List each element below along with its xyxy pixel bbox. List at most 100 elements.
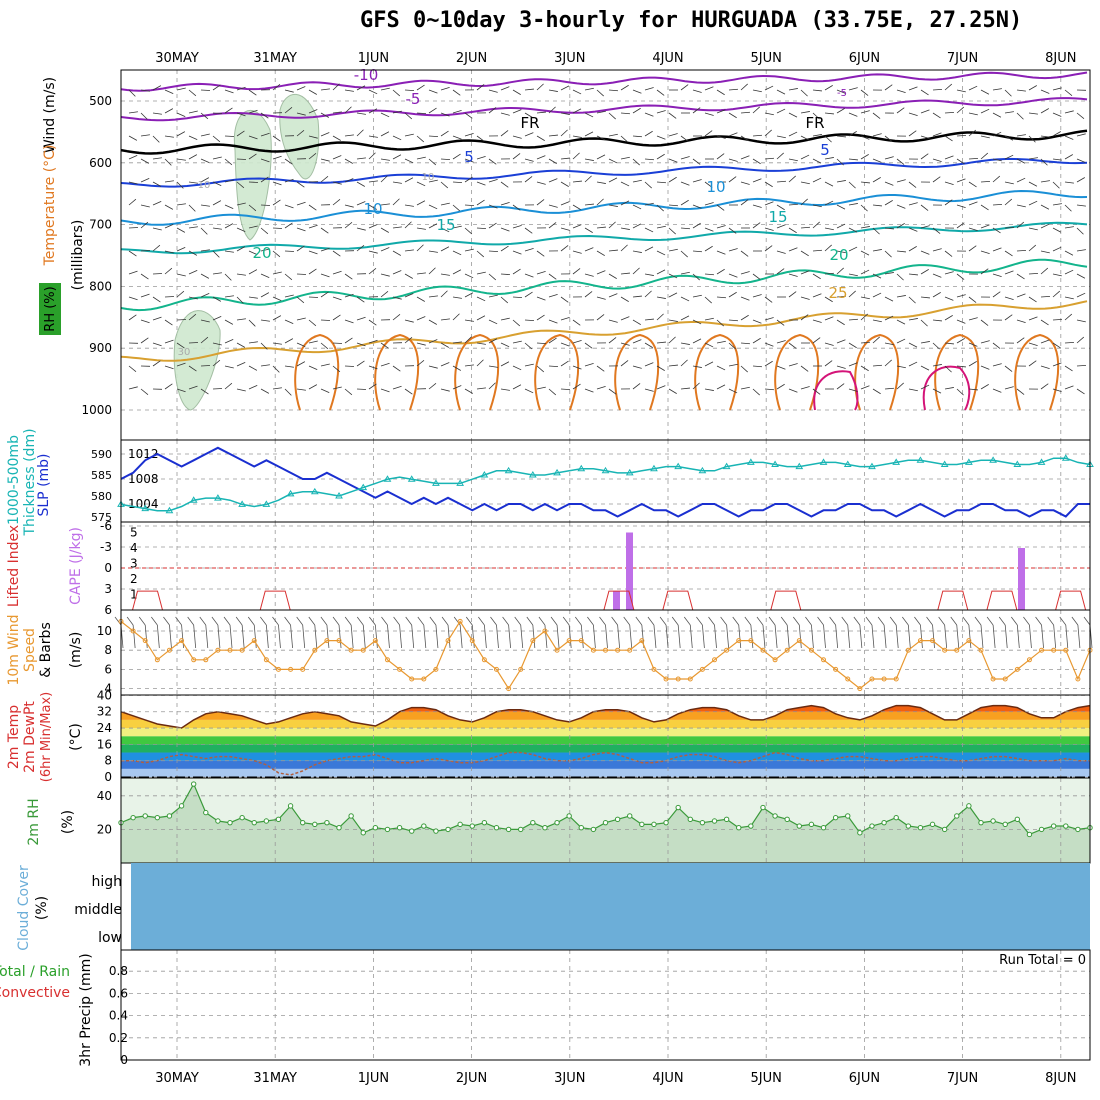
wind-barb	[212, 359, 221, 367]
wind-barb	[932, 319, 942, 322]
wind-barb	[452, 181, 463, 184]
y-tick: 600	[89, 156, 112, 170]
wind-barb	[805, 616, 812, 626]
wind10m-axis-label: & Barbs	[38, 622, 54, 678]
wind-speed-point	[966, 638, 972, 644]
rh2m-point	[154, 814, 161, 821]
rh2m-point	[178, 803, 185, 809]
wind-barb	[488, 89, 498, 93]
wind-barb	[608, 204, 618, 207]
thickness-point	[553, 468, 561, 476]
wind-barb	[824, 112, 834, 115]
wind-barb	[788, 342, 797, 349]
isotherm-line	[774, 333, 820, 411]
date-label-bottom: 2JUN	[456, 1071, 487, 1086]
isotherm-label: 15	[436, 216, 455, 234]
wind-barb	[860, 110, 870, 114]
wind-barb	[668, 112, 677, 119]
wind-barb	[205, 624, 209, 649]
wind-barb	[728, 248, 738, 252]
wind-barb	[776, 108, 786, 114]
wind-barb	[677, 624, 681, 649]
wind-barb	[524, 132, 534, 137]
wind-barb	[560, 296, 569, 303]
wind-barb	[140, 89, 150, 92]
wind-barb	[884, 156, 894, 160]
wind-barb	[632, 179, 642, 183]
wind-barb	[1076, 158, 1086, 163]
temp-band	[121, 695, 1090, 703]
li-line	[986, 590, 1018, 611]
wind-barb	[680, 315, 690, 321]
rh2m-point	[1050, 823, 1057, 829]
wind-barb	[884, 227, 894, 230]
wind-barb	[393, 616, 400, 626]
wind-barb	[608, 112, 616, 120]
wind-barb	[548, 178, 558, 183]
wind-barb	[368, 204, 377, 210]
wind-barb	[224, 158, 233, 166]
wind-barb	[440, 290, 448, 298]
wind-barb	[490, 616, 497, 626]
temp-band	[121, 705, 1090, 712]
wind-barb	[404, 273, 413, 279]
wind-barb	[716, 319, 724, 327]
wind-barb	[236, 273, 246, 276]
wind-barb	[812, 112, 820, 120]
wind-barb	[848, 203, 858, 206]
wind-barb	[956, 365, 966, 368]
wind-barb	[236, 181, 245, 189]
wind-barb	[1028, 200, 1038, 206]
date-label-bottom: 7JUN	[947, 1071, 978, 1086]
wind-barb	[836, 108, 845, 114]
wind-barb	[248, 296, 258, 299]
wind-barb	[956, 89, 966, 93]
li-line	[603, 590, 635, 611]
wind-barb	[1028, 135, 1036, 143]
wind-barb	[128, 181, 138, 185]
wind-barb	[260, 273, 270, 279]
wind-barb	[776, 268, 785, 275]
wind-barb	[812, 89, 822, 92]
thickness-point	[650, 464, 658, 472]
wind-barb	[140, 319, 150, 324]
wind-barb	[344, 204, 354, 208]
wind-speed-point	[457, 618, 463, 624]
wind-barb	[692, 222, 701, 229]
wind-barb	[932, 292, 941, 298]
wind-barb	[1011, 616, 1018, 626]
wind-speed-point	[445, 638, 451, 644]
wind-barb	[848, 227, 858, 233]
isotherm-label: 25	[828, 284, 847, 302]
wind-barb	[272, 365, 280, 373]
wind-barb	[464, 227, 473, 235]
wind-speed-point	[699, 666, 705, 672]
wind-barb	[860, 296, 870, 300]
wind-barb	[883, 624, 887, 649]
wind-barb	[151, 616, 158, 626]
wind-barb	[656, 313, 664, 321]
wind-speed-point	[1026, 657, 1032, 663]
wind-barb	[644, 362, 654, 367]
wind-barb	[320, 291, 329, 298]
wind-barb	[824, 181, 834, 187]
wind-barb	[260, 132, 270, 137]
wind-barb	[596, 385, 606, 390]
isotherm-label: 5	[464, 148, 474, 166]
wind-barb	[596, 250, 605, 256]
wind-barb	[968, 245, 977, 252]
wind-barb	[776, 152, 784, 160]
wind-barb	[764, 85, 774, 91]
wind-barb	[1016, 319, 1026, 324]
wind-barb	[128, 111, 138, 114]
wind-barb	[812, 249, 823, 252]
wind-barb	[392, 181, 402, 184]
wind-barb	[416, 156, 426, 160]
wind-barb	[476, 315, 486, 321]
cape-bar	[613, 591, 620, 610]
rh2m-point	[299, 819, 306, 826]
wind-barb	[200, 112, 209, 120]
rh2m-point	[409, 828, 415, 834]
wind-barb	[440, 362, 450, 367]
temperature-axis-label: Temperature (°C)	[42, 145, 58, 267]
